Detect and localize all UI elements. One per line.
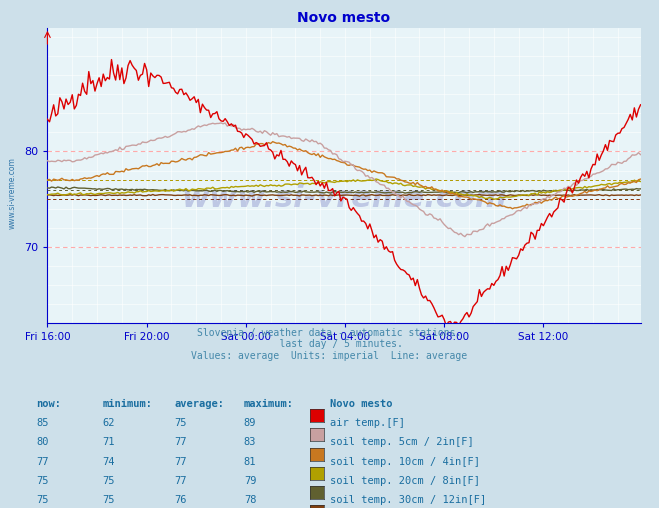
Text: 75: 75	[102, 476, 115, 486]
Text: average:: average:	[175, 399, 225, 409]
Text: 77: 77	[36, 457, 49, 467]
Text: 75: 75	[102, 495, 115, 505]
Title: Novo mesto: Novo mesto	[297, 11, 391, 25]
Text: 85: 85	[36, 418, 49, 428]
Text: now:: now:	[36, 399, 61, 409]
Text: 77: 77	[175, 476, 187, 486]
Text: 77: 77	[175, 437, 187, 448]
Text: 75: 75	[36, 476, 49, 486]
Text: soil temp. 30cm / 12in[F]: soil temp. 30cm / 12in[F]	[330, 495, 486, 505]
Text: 62: 62	[102, 418, 115, 428]
Text: soil temp. 20cm / 8in[F]: soil temp. 20cm / 8in[F]	[330, 476, 480, 486]
Text: 80: 80	[36, 437, 49, 448]
Text: Novo mesto: Novo mesto	[330, 399, 392, 409]
Text: 74: 74	[102, 457, 115, 467]
Text: 77: 77	[175, 457, 187, 467]
Text: www.si-vreme.com: www.si-vreme.com	[181, 184, 507, 213]
Text: 71: 71	[102, 437, 115, 448]
Text: air temp.[F]: air temp.[F]	[330, 418, 405, 428]
Text: 75: 75	[175, 418, 187, 428]
Text: soil temp. 10cm / 4in[F]: soil temp. 10cm / 4in[F]	[330, 457, 480, 467]
Text: 78: 78	[244, 495, 256, 505]
Text: Slovenia / weather data - automatic stations.
    last day / 5 minutes.
Values: : Slovenia / weather data - automatic stat…	[191, 328, 468, 361]
Text: maximum:: maximum:	[244, 399, 294, 409]
Text: soil temp. 5cm / 2in[F]: soil temp. 5cm / 2in[F]	[330, 437, 473, 448]
Text: 75: 75	[36, 495, 49, 505]
Text: 81: 81	[244, 457, 256, 467]
Text: 76: 76	[175, 495, 187, 505]
Text: 89: 89	[244, 418, 256, 428]
Text: www.si-vreme.com: www.si-vreme.com	[8, 157, 17, 229]
Text: minimum:: minimum:	[102, 399, 152, 409]
Text: 79: 79	[244, 476, 256, 486]
Text: 83: 83	[244, 437, 256, 448]
